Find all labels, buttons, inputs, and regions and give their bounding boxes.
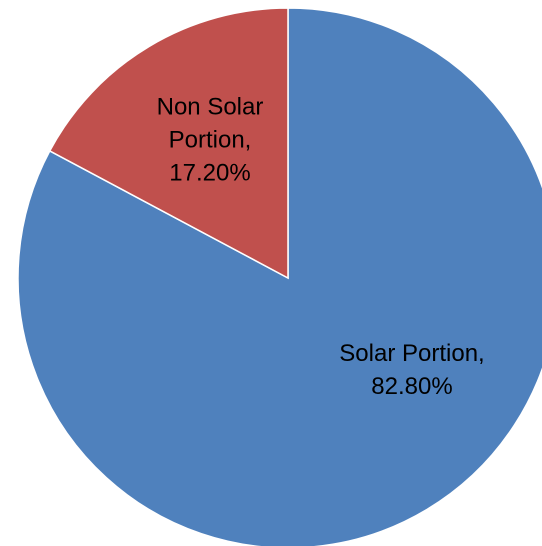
data-label: Non Solar Portion, 17.20% xyxy=(156,93,264,187)
data-label: Solar Portion, 82.80% xyxy=(339,340,485,400)
pie-slice xyxy=(48,7,289,280)
pie-slice xyxy=(17,7,542,546)
